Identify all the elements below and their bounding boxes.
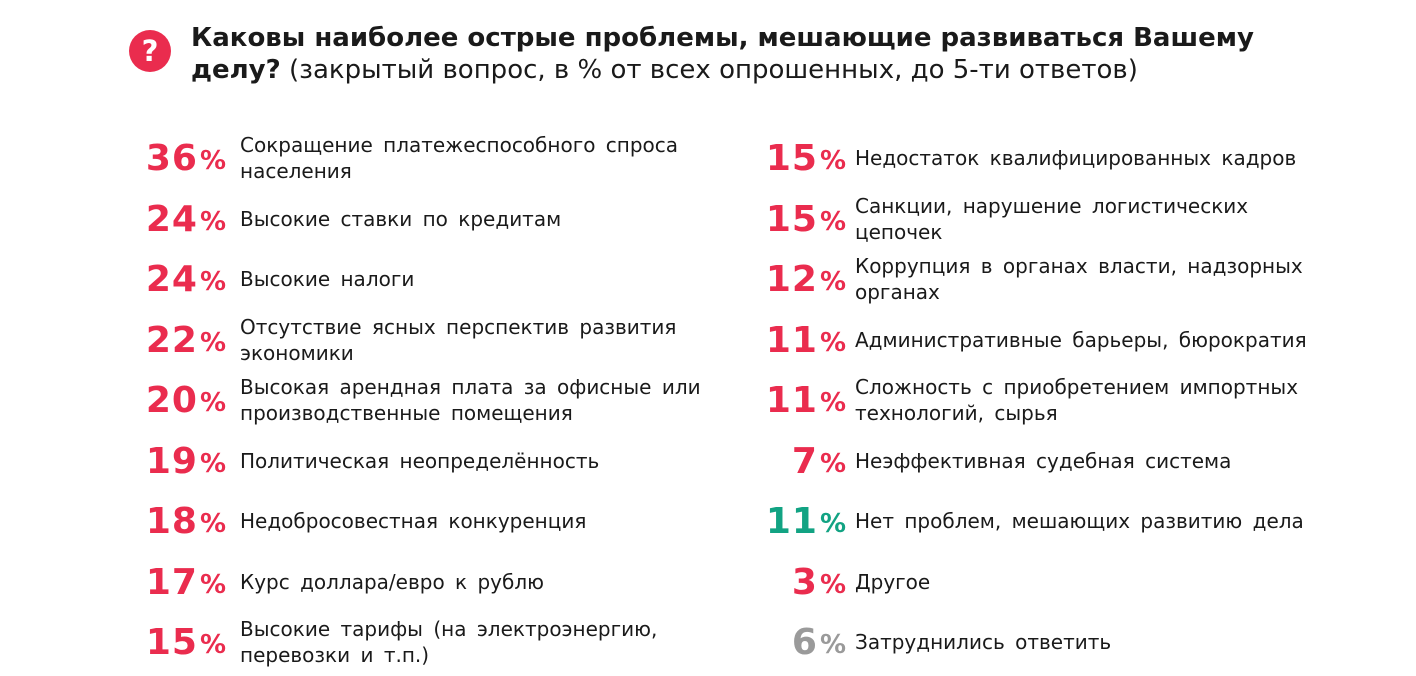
percent-value: 19% [120,431,226,491]
item-label: Высокие тарифы (на электроэнергию, перев… [240,617,658,667]
percent-value: 20% [120,370,226,430]
list-item: 3% Другое [740,552,1400,612]
item-label: Недостаток квалифицированных кадров [855,146,1297,170]
percent-number: 18 [145,500,198,542]
list-item: 7% Неэффективная судебная система [740,431,1400,491]
percent-number: 22 [145,319,198,361]
item-label: Сложность с приобретением импортных техн… [855,375,1299,425]
percent-number: 36 [145,137,198,179]
page-title: Каковы наиболее острые проблемы, мешающи… [191,22,1321,86]
percent-number: 7 [791,440,818,482]
question-note: (закрытый вопрос, в % от всех опрошенных… [280,55,1138,85]
percent-sign: % [819,570,846,600]
percent-number: 17 [145,561,198,603]
percent-value: 24% [120,249,226,309]
list-item: 24% Высокие ставки по кредитам [120,189,720,249]
percent-value: 11% [740,491,846,551]
percent-sign: % [819,449,846,479]
percent-value: 15% [120,612,226,672]
item-label: Политическая неопределённость [240,449,600,473]
percent-number: 15 [145,621,198,663]
percent-sign: % [199,570,226,600]
item-label: Высокие ставки по кредитам [240,207,562,231]
percent-value: 15% [740,189,846,249]
percent-value: 11% [740,370,846,430]
percent-sign: % [819,630,846,660]
percent-sign: % [199,388,226,418]
percent-sign: % [819,388,846,418]
item-label: Санкции, нарушение логистических цепочек [855,194,1249,244]
percent-sign: % [199,630,226,660]
item-label: Отсутствие ясных перспектив развития эко… [240,315,677,365]
list-item: 19% Политическая неопределённость [120,431,720,491]
item-label: Нет проблем, мешающих развитию дела [855,509,1304,533]
list-item: 15% Недостаток квалифицированных кадров [740,128,1400,188]
percent-value: 7% [740,431,846,491]
percent-value: 22% [120,310,226,370]
percent-number: 19 [145,440,198,482]
percent-number: 20 [145,379,198,421]
item-label: Курс доллара/евро к рублю [240,570,544,594]
percent-number: 6 [791,621,818,663]
list-item: 6% Затруднились ответить [740,612,1400,672]
percent-sign: % [819,267,846,297]
percent-sign: % [199,449,226,479]
percent-value: 17% [120,552,226,612]
list-item: 24% Высокие налоги [120,249,720,309]
percent-number: 15 [765,198,818,240]
percent-sign: % [819,509,846,539]
list-item: 11% Административные барьеры, бюрократия [740,310,1400,370]
item-label: Затруднились ответить [855,630,1112,654]
percent-number: 15 [765,137,818,179]
item-label: Недобросовестная конкуренция [240,509,587,533]
percent-value: 12% [740,249,846,309]
list-item: 17% Курс доллара/евро к рублю [120,552,720,612]
list-item: 11% Нет проблем, мешающих развитию дела [740,491,1400,551]
list-item: 12% Коррупция в органах власти, надзорных… [740,249,1400,309]
percent-sign: % [819,328,846,358]
percent-sign: % [199,328,226,358]
percent-number: 12 [765,258,818,300]
item-label: Неэффективная судебная система [855,449,1232,473]
percent-value: 11% [740,310,846,370]
percent-value: 36% [120,128,226,188]
percent-sign: % [199,207,226,237]
question-icon: ? [129,30,171,72]
list-item: 20% Высокая арендная плата за офисные или… [120,370,720,430]
percent-number: 24 [145,198,198,240]
item-label: Сокращение платежеспособного спроса насе… [240,133,679,183]
item-label: Высокая арендная плата за офисные или пр… [240,375,701,425]
item-label: Другое [855,570,931,594]
list-item: 22% Отсутствие ясных перспектив развития … [120,310,720,370]
percent-value: 6% [740,612,846,672]
percent-value: 3% [740,552,846,612]
percent-sign: % [819,146,846,176]
percent-value: 15% [740,128,846,188]
percent-number: 11 [765,379,818,421]
percent-value: 18% [120,491,226,551]
percent-sign: % [199,267,226,297]
percent-number: 3 [791,561,818,603]
percent-number: 11 [765,500,818,542]
percent-sign: % [819,207,846,237]
list-item: 18% Недобросовестная конкуренция [120,491,720,551]
percent-number: 24 [145,258,198,300]
item-label: Коррупция в органах власти, надзорных ор… [855,254,1303,304]
item-label: Высокие налоги [240,267,415,291]
percent-value: 24% [120,189,226,249]
percent-sign: % [199,146,226,176]
list-item: 11% Сложность с приобретением импортных т… [740,370,1400,430]
percent-sign: % [199,509,226,539]
percent-number: 11 [765,319,818,361]
list-item: 15% Высокие тарифы (на электроэнергию, пе… [120,612,720,672]
question-text: Каковы наиболее острые проблемы, мешающи… [191,23,1254,85]
item-label: Административные барьеры, бюрократия [855,328,1307,352]
list-item: 36% Сокращение платежеспособного спроса н… [120,128,720,188]
list-item: 15% Санкции, нарушение логистических цепо… [740,189,1400,249]
